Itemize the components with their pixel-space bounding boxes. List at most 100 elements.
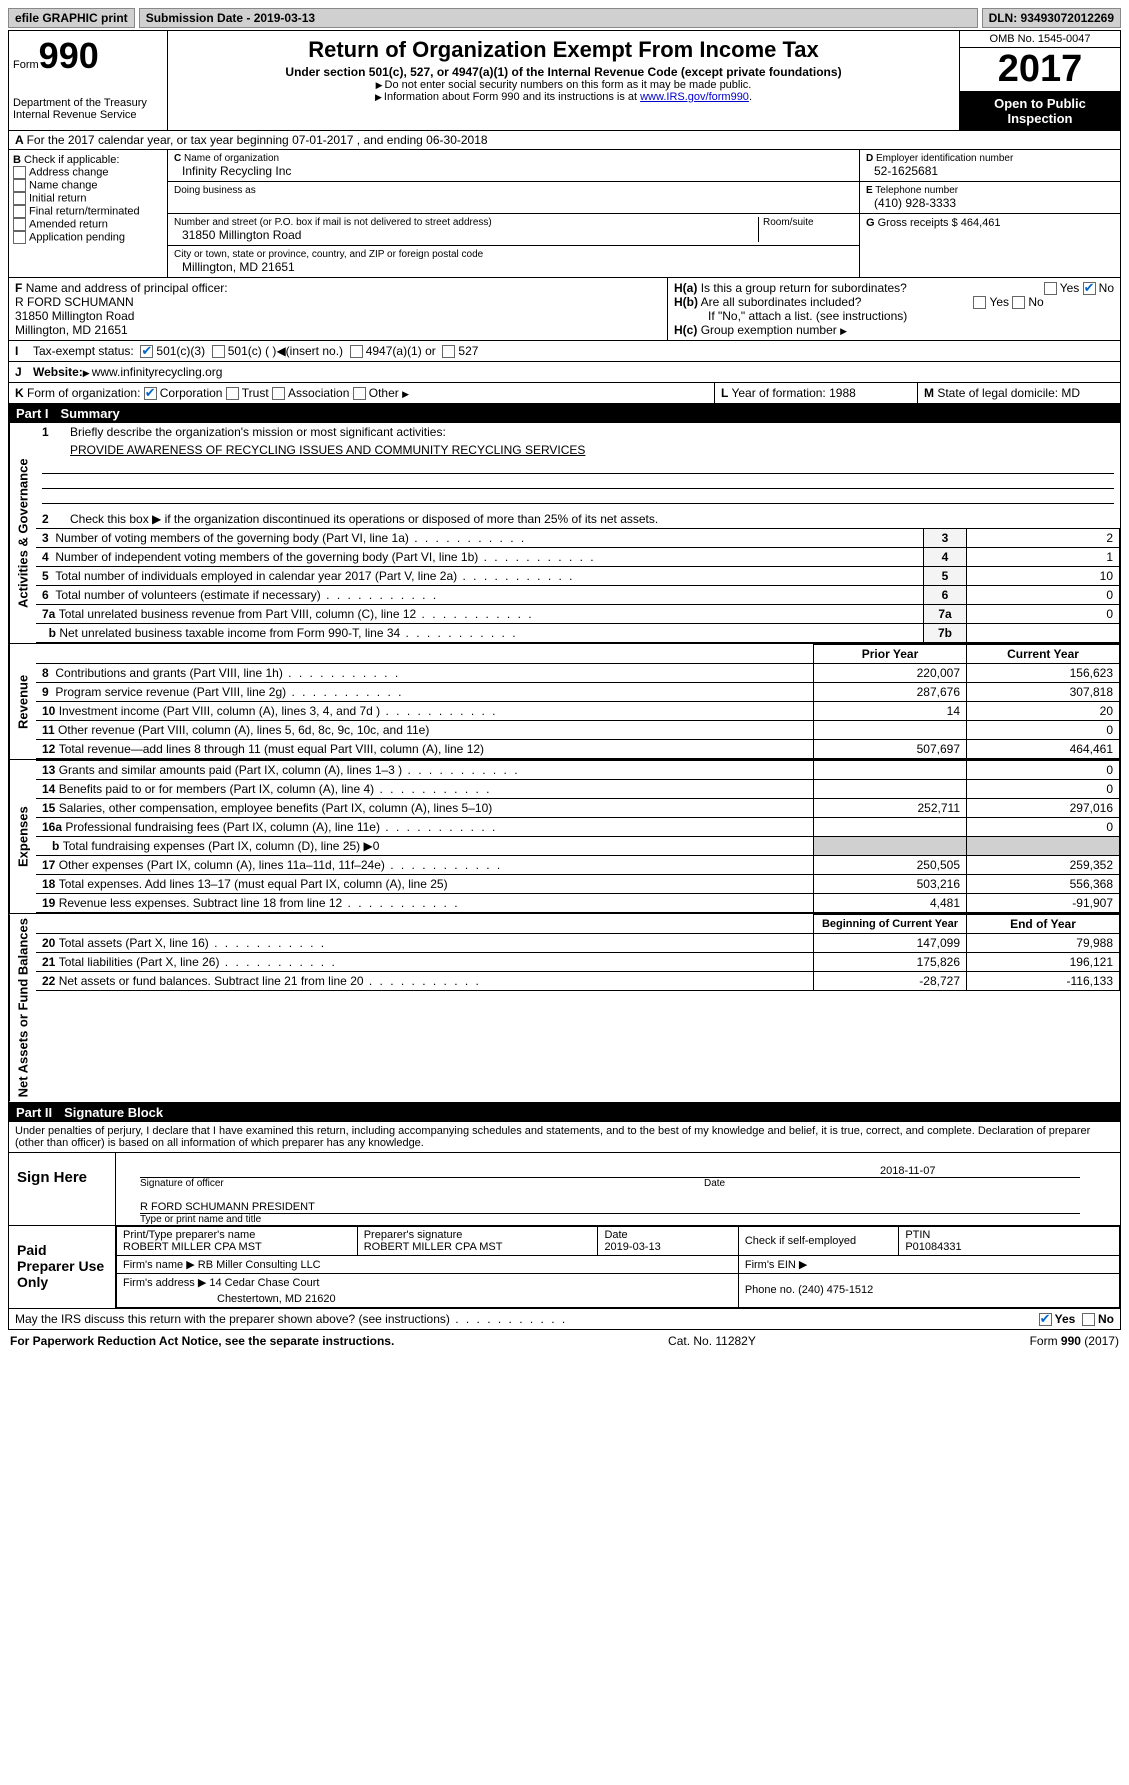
net-assets-table: Beginning of Current YearEnd of Year 20 …: [36, 914, 1120, 991]
officer-addr1: 31850 Millington Road: [15, 309, 134, 323]
revenue-vlabel: Revenue: [9, 644, 36, 759]
ha-label: Is this a group return for subordinates?: [701, 281, 907, 295]
trust-checkbox[interactable]: [226, 387, 239, 400]
sign-here-label: Sign Here: [9, 1153, 116, 1225]
ssn-note: Do not enter social security numbers on …: [385, 79, 752, 91]
form-header: Form990 Department of the Treasury Inter…: [8, 30, 1121, 131]
discuss-row: May the IRS discuss this return with the…: [8, 1309, 1121, 1330]
officer-name-title: R FORD SCHUMANN PRESIDENT: [140, 1201, 315, 1213]
officer-label: Name and address of principal officer:: [26, 281, 228, 295]
city-state-zip: Millington, MD 21651: [174, 260, 853, 274]
section-b-to-g: B Check if applicable: Address change Na…: [8, 150, 1121, 278]
mission-text: PROVIDE AWARENESS OF RECYCLING ISSUES AN…: [70, 443, 1114, 457]
line7a-value: 0: [967, 605, 1120, 624]
firm-addr: 14 Cedar Chase Court: [209, 1277, 319, 1289]
revenue-table: Prior YearCurrent Year 8 Contributions a…: [36, 644, 1120, 759]
submission-date-label: Submission Date - 2019-03-13: [139, 8, 978, 28]
part-1-header: Part ISummary: [8, 404, 1121, 423]
net-assets-vlabel: Net Assets or Fund Balances: [9, 914, 36, 1101]
footer: For Paperwork Reduction Act Notice, see …: [8, 1330, 1121, 1352]
website-value: www.infinityrecycling.org: [92, 365, 223, 379]
association-checkbox[interactable]: [272, 387, 285, 400]
governance-vlabel: Activities & Governance: [9, 423, 36, 643]
ha-yes-checkbox[interactable]: [1044, 282, 1057, 295]
ein-label: Employer identification number: [876, 153, 1013, 164]
sig-date: 2018-11-07: [880, 1165, 1080, 1177]
part-2-header: Part IISignature Block: [8, 1103, 1121, 1122]
501c-checkbox[interactable]: [212, 345, 225, 358]
line6-value: 0: [967, 586, 1120, 605]
form-number: 990: [39, 35, 99, 76]
irs-link[interactable]: www.IRS.gov/form990: [640, 91, 749, 103]
year-formation: 1988: [829, 386, 856, 400]
hb-note: If "No," attach a list. (see instruction…: [674, 309, 1114, 323]
info-note: Information about Form 990 and its instr…: [384, 91, 640, 103]
preparer-sig: ROBERT MILLER CPA MST: [364, 1241, 503, 1253]
other-checkbox[interactable]: [353, 387, 366, 400]
org-name: Infinity Recycling Inc: [174, 164, 853, 178]
amended-return-checkbox[interactable]: [13, 218, 26, 231]
discuss-no-checkbox[interactable]: [1082, 1313, 1095, 1326]
address-label: Number and street (or P.O. box if mail i…: [174, 217, 758, 228]
line3-value: 2: [967, 529, 1120, 548]
phone-value: (410) 928-3333: [866, 196, 1114, 210]
omb-number: OMB No. 1545-0047: [960, 31, 1120, 48]
firm-addr2: Chestertown, MD 21620: [117, 1291, 739, 1308]
line5-value: 10: [967, 567, 1120, 586]
gross-receipts-label: Gross receipts $: [878, 217, 958, 229]
ptin-value: P01084331: [905, 1241, 961, 1253]
expenses-vlabel: Expenses: [9, 760, 36, 913]
dln-label: DLN: 93493072012269: [982, 8, 1121, 28]
open-to-public: Open to Public Inspection: [960, 92, 1120, 130]
street-address: 31850 Millington Road: [174, 228, 758, 242]
initial-return-checkbox[interactable]: [13, 192, 26, 205]
final-return-checkbox[interactable]: [13, 205, 26, 218]
expenses-section: Expenses 13 Grants and similar amounts p…: [8, 760, 1121, 914]
dba-label: Doing business as: [174, 185, 853, 196]
top-bar: efile GRAPHIC print Submission Date - 20…: [8, 8, 1121, 28]
efile-print-button[interactable]: efile GRAPHIC print: [8, 8, 135, 28]
hb-label: Are all subordinates included?: [701, 295, 862, 309]
address-change-checkbox[interactable]: [13, 166, 26, 179]
dept-treasury: Department of the Treasury: [13, 97, 163, 109]
officer-addr2: Millington, MD 21651: [15, 323, 128, 337]
row-i: I Tax-exempt status: 501(c)(3) 501(c) ( …: [8, 341, 1121, 362]
line4-value: 1: [967, 548, 1120, 567]
room-suite-label: Room/suite: [763, 217, 853, 228]
ein-value: 52-1625681: [866, 164, 1114, 178]
governance-section: Activities & Governance 1Briefly describ…: [8, 423, 1121, 644]
signature-block: Under penalties of perjury, I declare th…: [8, 1122, 1121, 1309]
city-label: City or town, state or province, country…: [174, 249, 853, 260]
gross-receipts-value: 464,461: [961, 217, 1001, 229]
check-applicable-label: Check if applicable:: [24, 154, 119, 166]
hb-yes-checkbox[interactable]: [973, 296, 986, 309]
form-subtitle: Under section 501(c), 527, or 4947(a)(1)…: [176, 65, 951, 79]
corporation-checkbox[interactable]: [144, 387, 157, 400]
4947-checkbox[interactable]: [350, 345, 363, 358]
section-f-h: F Name and address of principal officer:…: [8, 278, 1121, 341]
tax-year: 2017: [960, 48, 1120, 92]
preparer-name: ROBERT MILLER CPA MST: [123, 1241, 262, 1253]
expenses-table: 13 Grants and similar amounts paid (Part…: [36, 760, 1120, 913]
form-word: Form: [13, 59, 39, 71]
governance-table: 3 Number of voting members of the govern…: [36, 528, 1120, 643]
dept-irs: Internal Revenue Service: [13, 109, 163, 121]
line7b-value: [967, 624, 1120, 643]
firm-name: RB Miller Consulting LLC: [198, 1259, 321, 1271]
name-change-checkbox[interactable]: [13, 179, 26, 192]
application-pending-checkbox[interactable]: [13, 231, 26, 244]
state-domicile: MD: [1061, 386, 1080, 400]
form-title: Return of Organization Exempt From Incom…: [176, 37, 951, 63]
ha-no-checkbox[interactable]: [1083, 282, 1096, 295]
org-name-label: Name of organization: [184, 153, 279, 164]
perjury-text: Under penalties of perjury, I declare th…: [9, 1122, 1120, 1153]
501c3-checkbox[interactable]: [140, 345, 153, 358]
hc-label: Group exemption number: [701, 323, 837, 337]
hb-no-checkbox[interactable]: [1012, 296, 1025, 309]
discuss-yes-checkbox[interactable]: [1039, 1313, 1052, 1326]
net-assets-section: Net Assets or Fund Balances Beginning of…: [8, 914, 1121, 1102]
row-a: A For the 2017 calendar year, or tax yea…: [8, 131, 1121, 150]
paid-preparer-label: Paid Preparer Use Only: [9, 1226, 116, 1308]
preparer-date: 2019-03-13: [604, 1241, 660, 1253]
527-checkbox[interactable]: [442, 345, 455, 358]
